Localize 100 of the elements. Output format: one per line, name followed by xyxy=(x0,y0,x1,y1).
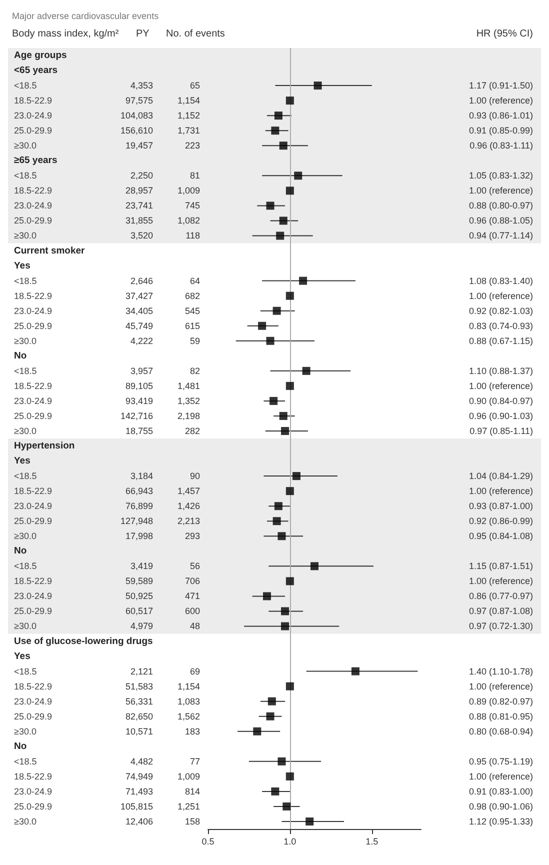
text: 158 xyxy=(184,816,200,826)
point xyxy=(279,216,288,225)
text: 1,083 xyxy=(177,696,200,706)
data-label: 0.95 (0.84-1.08) xyxy=(468,531,533,542)
point xyxy=(266,336,274,345)
data-label: 0.91 (0.83-1.00) xyxy=(468,786,533,796)
y-tick-label: 23.0-24.9 xyxy=(14,786,52,796)
data-label: 1.15 (0.87-1.51) xyxy=(468,561,533,572)
y-tick-label: 25.0-29.9 xyxy=(14,606,52,616)
text: 31,855 xyxy=(125,216,153,226)
text: 4,353 xyxy=(130,80,153,91)
data-label: 0.92 (0.82-1.03) xyxy=(468,306,533,316)
y-tick-label: 25.0-29.9 xyxy=(14,801,52,812)
text: 56,331 xyxy=(125,696,153,706)
data-label: 1.00 (reference) xyxy=(468,290,533,301)
data-label: 1.10 (0.88-1.37) xyxy=(468,366,533,376)
text: 89,105 xyxy=(125,380,153,391)
point xyxy=(292,472,300,480)
data-label: 1.05 (0.83-1.32) xyxy=(468,170,533,181)
text: 1,562 xyxy=(177,711,200,722)
text: 90 xyxy=(190,471,200,482)
data-label: 0.94 (0.77-1.14) xyxy=(468,230,533,241)
text: 59 xyxy=(190,336,200,346)
point xyxy=(268,697,276,706)
point xyxy=(274,112,282,120)
data-label: 0.92 (0.86-0.99) xyxy=(468,516,533,526)
point xyxy=(274,502,282,510)
text: 48 xyxy=(190,621,200,632)
text: 3,419 xyxy=(130,561,153,572)
text: 183 xyxy=(184,726,200,736)
y-tick-label: ≥30.0 xyxy=(14,726,36,736)
data-label: 0.96 (0.83-1.11) xyxy=(470,140,533,151)
data-label: 0.80 (0.68-0.94) xyxy=(468,726,533,736)
text: 118 xyxy=(186,230,200,241)
point xyxy=(286,96,294,105)
point xyxy=(281,607,290,616)
y-tick-label: 23.0-24.9 xyxy=(14,110,52,121)
data-label: 0.97 (0.85-1.11) xyxy=(470,426,533,436)
y-tick-label: 18.5-22.9 xyxy=(14,486,52,496)
point xyxy=(281,426,290,435)
text: 1,731 xyxy=(177,126,200,136)
text: PY xyxy=(136,28,150,40)
text: 1,009 xyxy=(177,771,200,782)
data-label: 0.93 (0.87-1.00) xyxy=(468,501,533,512)
text: 45,749 xyxy=(125,320,153,331)
y-tick-label: 23.0-24.9 xyxy=(14,306,52,316)
y-tick-label: ≥30.0 xyxy=(14,816,36,826)
point xyxy=(258,322,266,330)
y-tick-label: ≥30.0 xyxy=(14,621,36,632)
y-tick-label: <18.5 xyxy=(14,666,37,676)
data-label: 0.97 (0.72-1.30) xyxy=(468,621,533,632)
data-label: 0.95 (0.75-1.19) xyxy=(468,756,533,766)
data-label: 1.00 (reference) xyxy=(468,96,533,106)
point xyxy=(253,727,262,736)
data-label: 1.00 (reference) xyxy=(468,186,533,196)
point xyxy=(276,232,284,240)
y-tick-label: Age groups xyxy=(14,50,67,62)
y-tick-label: Yes xyxy=(14,456,30,467)
text: 74,949 xyxy=(125,771,153,782)
text: 545 xyxy=(184,306,200,316)
point xyxy=(279,412,288,420)
y-tick-label: 25.0-29.9 xyxy=(14,711,52,722)
data-label: 1.17 (0.91-1.50) xyxy=(468,80,533,91)
text: 1,251 xyxy=(177,801,200,812)
y-tick-label: 23.0-24.9 xyxy=(14,396,52,406)
data-label: 0.89 (0.82-0.97) xyxy=(468,696,533,706)
point xyxy=(282,802,291,810)
text: 223 xyxy=(184,140,200,151)
data-label: 0.86 (0.77-0.97) xyxy=(468,591,533,602)
x-tick-label: 1.0 xyxy=(284,836,296,846)
y-tick-label: 18.5-22.9 xyxy=(14,771,52,782)
text: 814 xyxy=(184,786,200,796)
y-tick-label: 18.5-22.9 xyxy=(14,576,52,586)
point xyxy=(266,202,274,210)
data-label: 0.91 (0.85-0.99) xyxy=(468,126,533,136)
point xyxy=(314,82,322,90)
y-tick-label: 25.0-29.9 xyxy=(14,216,52,226)
data-label: 1.00 (reference) xyxy=(468,681,533,692)
y-tick-label: 18.5-22.9 xyxy=(14,681,52,692)
data-label: 0.88 (0.81-0.95) xyxy=(468,711,533,722)
text: 2,121 xyxy=(130,666,153,676)
point xyxy=(286,186,294,195)
text: 3,957 xyxy=(130,366,153,376)
text: 66,943 xyxy=(125,486,153,496)
text: 2,646 xyxy=(130,276,153,286)
text: 156,610 xyxy=(120,126,153,136)
data-label: 1.40 (1.10-1.78) xyxy=(468,666,533,676)
text: HR (95% CI) xyxy=(476,28,533,40)
text: 1,481 xyxy=(177,380,200,391)
text: 105,815 xyxy=(120,801,153,812)
text: 65 xyxy=(190,80,200,91)
point xyxy=(266,712,274,720)
text: 82 xyxy=(190,366,200,376)
text: 127,948 xyxy=(120,516,153,526)
point xyxy=(270,396,278,405)
y-tick-label: 23.0-24.9 xyxy=(14,501,52,512)
text: 1,457 xyxy=(177,486,200,496)
y-tick-label: Current smoker xyxy=(14,245,86,256)
data-label: 1.00 (reference) xyxy=(468,576,533,586)
y-tick-label: ≥30.0 xyxy=(14,230,36,241)
